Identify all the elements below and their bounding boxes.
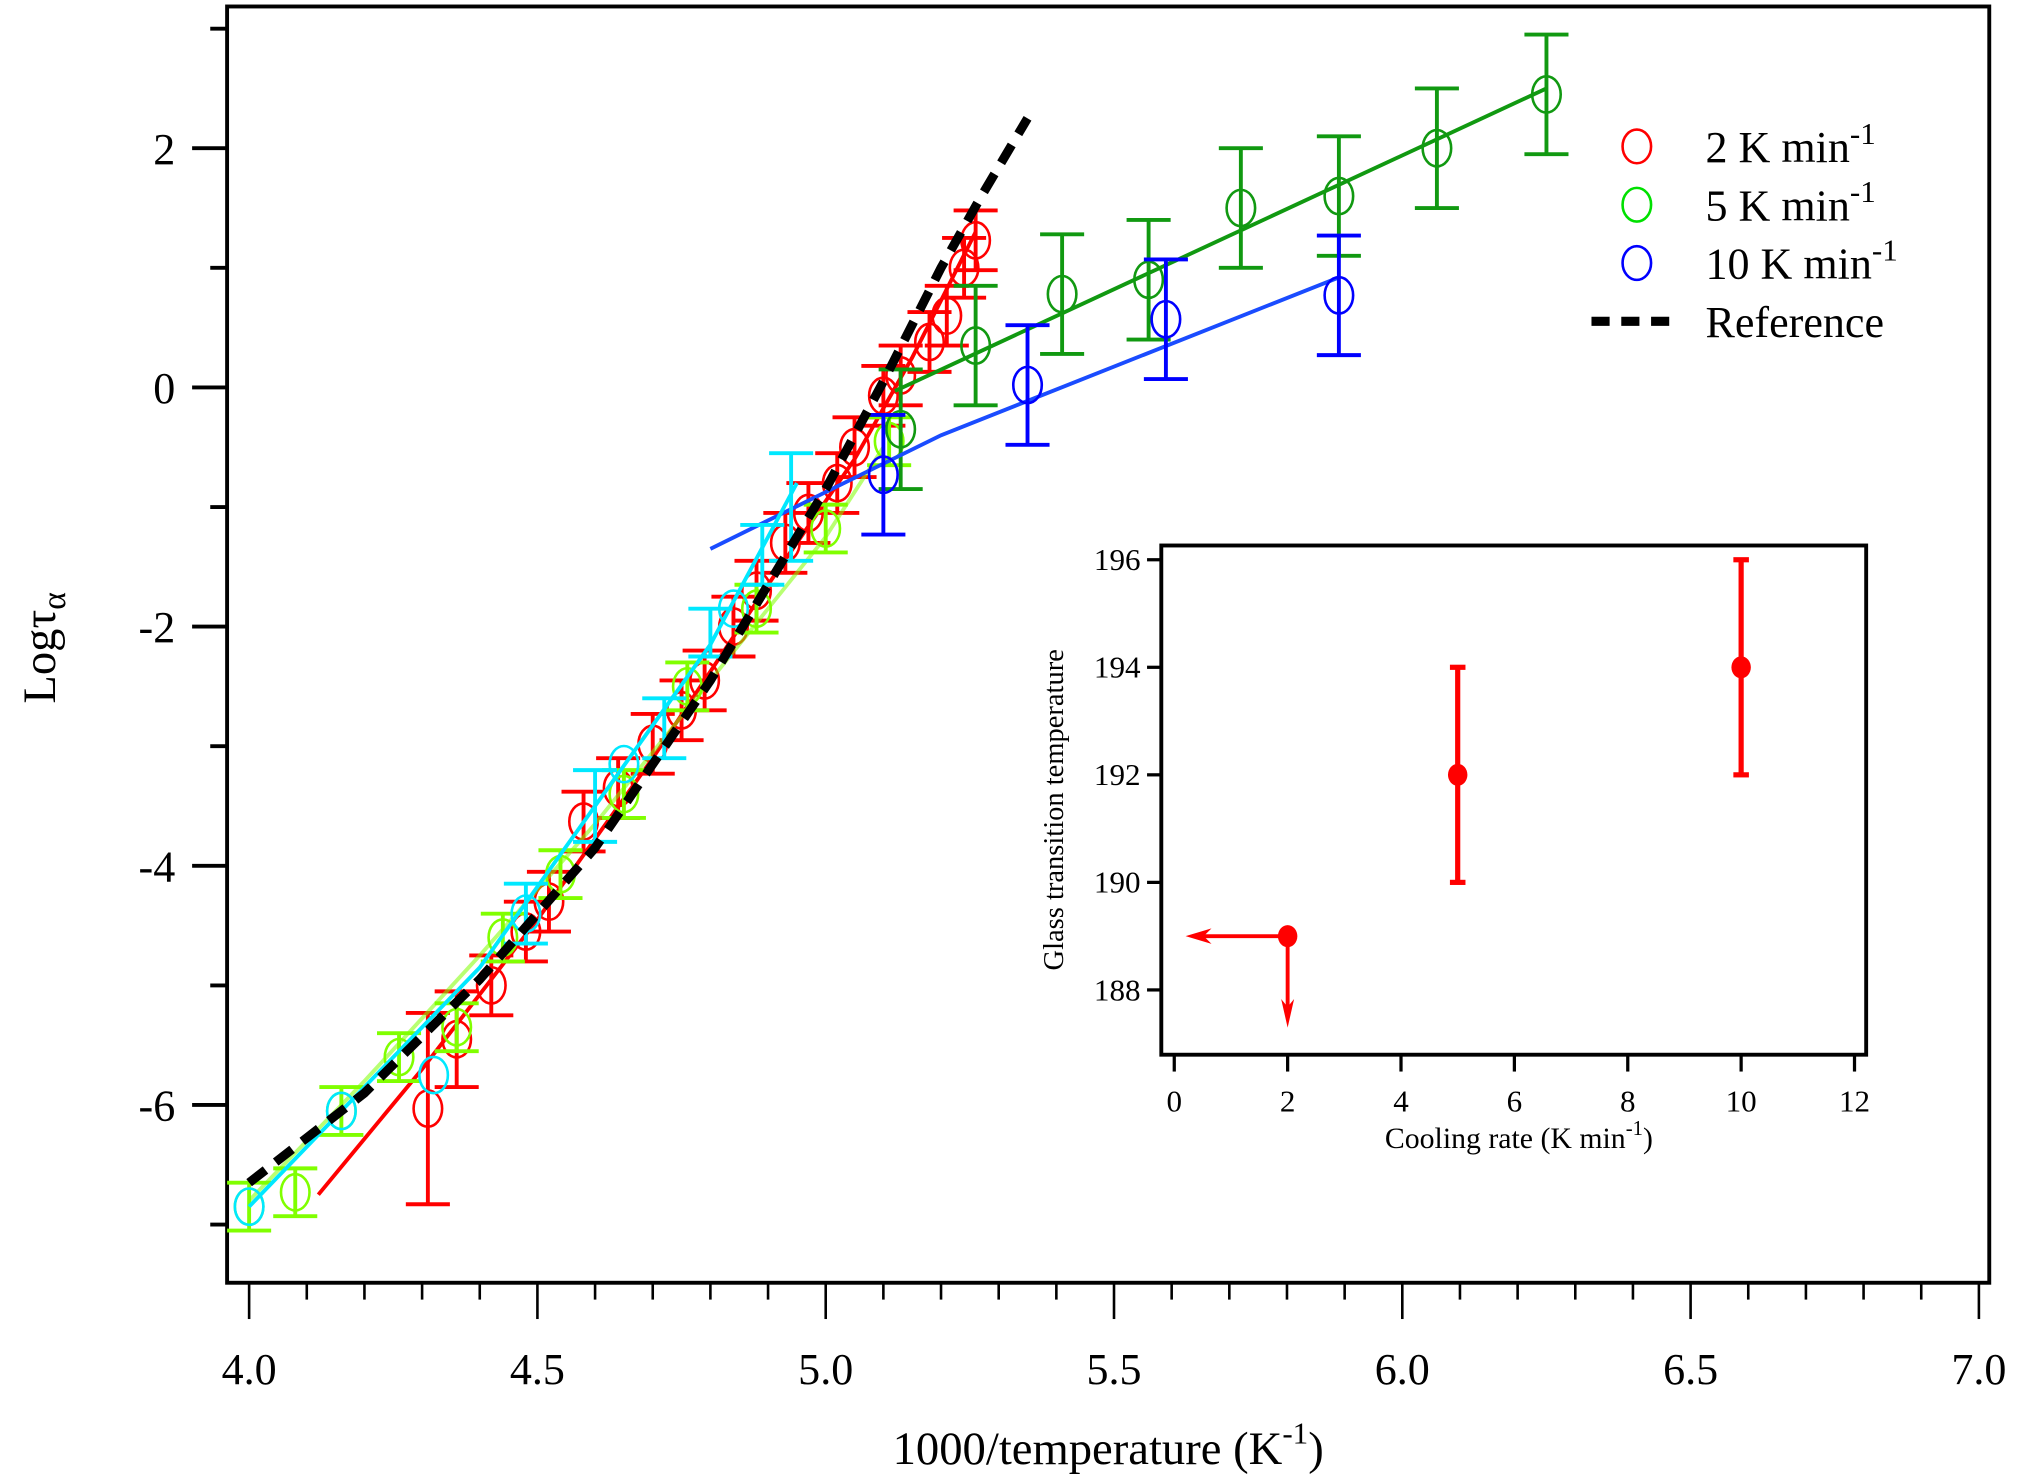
inset-y-axis-label: Glass transition temperature [1039, 649, 1070, 970]
data-point [279, 1172, 311, 1212]
legend-label-text: Reference [1706, 298, 1885, 347]
data-point [325, 1091, 357, 1131]
inset-y-tick-label: 194 [1094, 650, 1141, 685]
legend-marker [1621, 128, 1653, 165]
y-axis-label: Logτα [14, 592, 73, 704]
series-2 [878, 32, 1569, 492]
legend-label: Reference [1706, 298, 1885, 347]
inset-x-axis-label: Cooling rate (K min-1) [1385, 1118, 1653, 1155]
data-point [960, 326, 992, 365]
y-tick-label: 0 [153, 364, 175, 413]
inset-data-point [1277, 925, 1298, 948]
main-plot-frame [225, 4, 1992, 1285]
data-point [608, 744, 640, 784]
legend-label: 10 K min-1 [1706, 232, 1898, 288]
legend-label-text: 10 K min [1706, 240, 1872, 289]
data-point [913, 322, 946, 362]
inset-y-tick-label: 190 [1094, 865, 1141, 900]
inset-x-tick-label: 8 [1620, 1084, 1636, 1119]
data-point [441, 1007, 473, 1047]
legend-label: 2 K min-1 [1706, 116, 1876, 172]
fit-line [709, 275, 1340, 551]
data-point [821, 463, 853, 503]
x-axis-label: 1000/temperature (K-1) [893, 1415, 1324, 1475]
x-tick-label: 6.5 [1663, 1345, 1718, 1394]
inset-y-tick-label: 196 [1094, 542, 1141, 577]
arrow-down-icon [1281, 999, 1295, 1028]
fit-line [894, 86, 1548, 393]
legend-label-sup: -1 [1850, 116, 1876, 151]
data-point [1421, 128, 1453, 168]
data-point [810, 509, 842, 548]
inset-x-tick-label: 10 [1726, 1084, 1757, 1119]
inset-x-tick-label: 12 [1839, 1084, 1870, 1119]
legend-label-text: 2 K min [1706, 123, 1850, 172]
x-tick-label: 5.5 [1086, 1345, 1141, 1394]
arrow-left-icon [1185, 928, 1212, 944]
data-point [1323, 275, 1355, 315]
inset-y-tick-label: 192 [1094, 757, 1141, 792]
data-point [740, 589, 773, 629]
series-4 [233, 451, 814, 1227]
fit-line [247, 482, 799, 1208]
x-tick-label: 4.0 [222, 1345, 277, 1394]
inset-frame [1159, 543, 1869, 1057]
inset-x-tick-label: 4 [1393, 1084, 1409, 1119]
inset-x-tick-label: 6 [1507, 1084, 1523, 1119]
data-point [233, 1187, 265, 1227]
x-tick-label: 7.0 [1951, 1345, 2006, 1394]
y-tick-label: -4 [139, 842, 176, 891]
y-tick-label: -2 [139, 603, 176, 652]
x-tick-label: 5.0 [798, 1345, 853, 1394]
data-point [418, 1055, 450, 1095]
data-point [885, 409, 917, 449]
data-point [475, 965, 507, 1005]
legend-label-text: 5 K min [1706, 181, 1850, 230]
data-point [383, 1037, 415, 1077]
x-tick-label: 6.0 [1375, 1345, 1430, 1394]
inset-data-point [1731, 656, 1751, 679]
y-tick-label: -6 [139, 1082, 176, 1131]
inset-data-point [1447, 763, 1468, 786]
series-5 [246, 116, 1032, 1187]
x-tick-label: 4.5 [510, 1345, 565, 1394]
series-3 [709, 233, 1361, 551]
legend-label: 5 K min-1 [1706, 174, 1876, 230]
data-point [717, 589, 750, 629]
data-point [838, 427, 871, 467]
legend-label-sup: -1 [1850, 174, 1876, 209]
legend-marker [1621, 186, 1653, 223]
reference-line [246, 116, 1032, 1187]
legend-marker [1621, 244, 1653, 282]
data-point [608, 774, 640, 814]
data-point [1323, 176, 1355, 216]
inset-x-tick-label: 2 [1280, 1084, 1296, 1119]
data-point [1133, 260, 1165, 300]
data-point [1150, 299, 1182, 339]
legend-label-sup: -1 [1872, 232, 1898, 267]
data-point [1011, 365, 1044, 405]
y-tick-label: 2 [153, 125, 175, 174]
inset-y-tick-label: 188 [1094, 972, 1141, 1007]
data-point [867, 455, 899, 495]
data-point [1225, 188, 1257, 228]
data-point [1046, 274, 1078, 314]
series-0 [316, 208, 998, 1207]
inset-x-tick-label: 0 [1166, 1084, 1182, 1119]
data-point [1530, 74, 1563, 114]
